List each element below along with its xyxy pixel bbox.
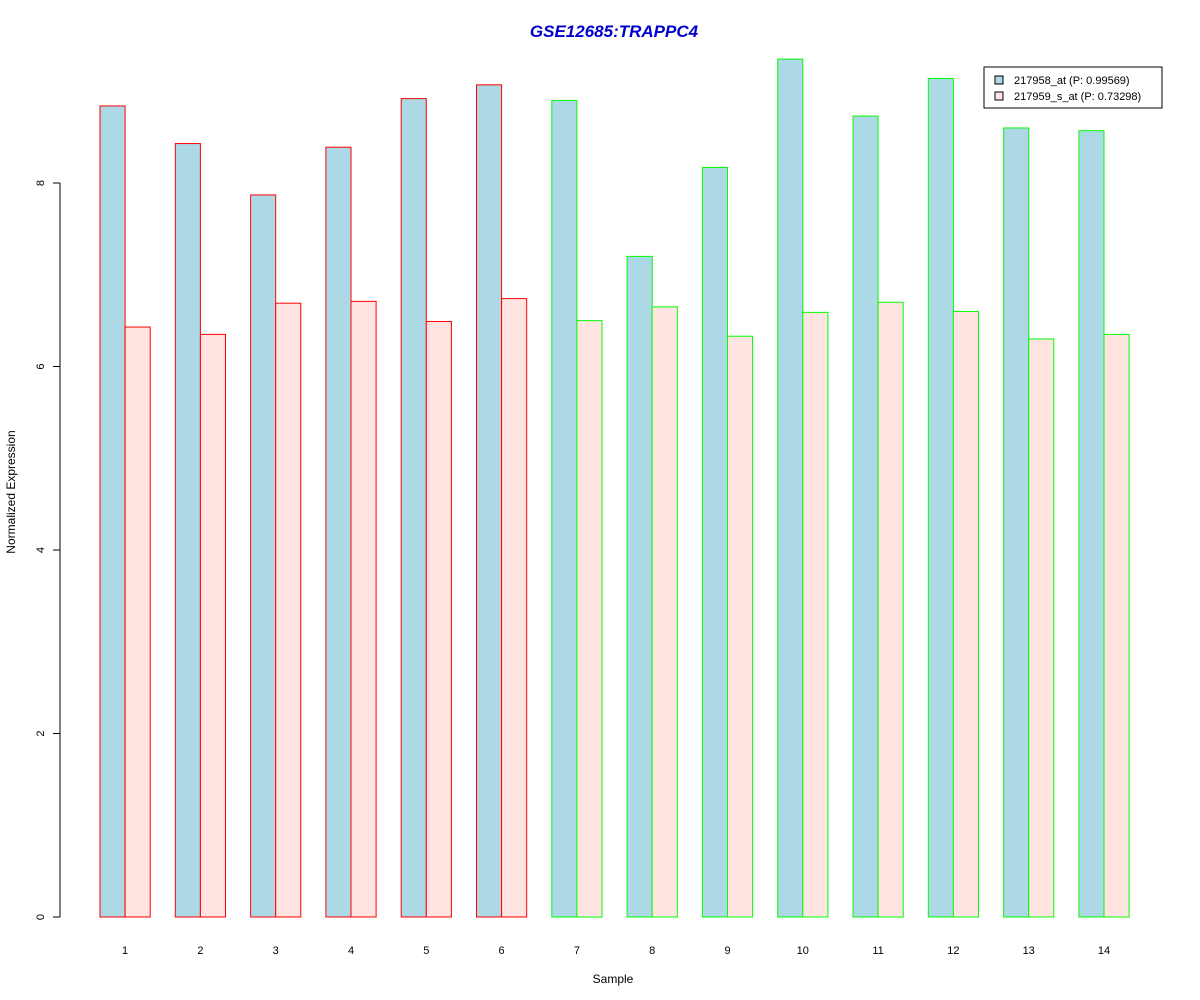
x-axis-label: Sample [593, 972, 634, 986]
y-axis: 0 2 4 6 8 [35, 180, 61, 920]
x-tick-label-6: 6 [499, 945, 505, 957]
y-axis-label: Normalized Expression [4, 430, 18, 553]
bar-sample-3-series-1 [250, 194, 277, 918]
x-tick-label-12: 12 [947, 945, 959, 957]
x-tick-label-9: 9 [724, 945, 730, 957]
bar-sample-8-series-2 [651, 306, 678, 918]
bars-group [99, 58, 1130, 918]
bar-sample-2-series-2 [199, 333, 226, 918]
x-tick-label-2: 2 [197, 945, 203, 957]
bar-sample-7-series-2 [576, 320, 603, 918]
legend-label-1: 217958_at (P: 0.99569) [1014, 75, 1130, 87]
y-tick-label-8: 8 [35, 180, 47, 186]
bar-sample-9-series-1 [701, 166, 729, 918]
bar-sample-10-series-1 [777, 58, 804, 918]
legend-label-2: 217959_s_at (P: 0.73298) [1014, 91, 1141, 103]
y-tick-label-4: 4 [35, 547, 47, 553]
x-tick-label-13: 13 [1023, 945, 1035, 957]
x-tick-labels: 1 2 3 4 5 6 7 8 9 10 11 12 13 14 [122, 945, 1110, 957]
bar-sample-14-series-1 [1078, 130, 1105, 918]
bar-sample-4-series-1 [325, 146, 352, 918]
legend-box [983, 66, 1163, 109]
bar-sample-4-series-2 [350, 300, 377, 918]
bar-sample-11-series-1 [852, 115, 879, 918]
x-tick-label-11: 11 [872, 945, 883, 957]
bar-sample-8-series-1 [626, 255, 653, 918]
legend-swatch-2 [994, 91, 1004, 101]
y-tick-label-2: 2 [35, 730, 47, 736]
x-tick-label-10: 10 [797, 945, 809, 957]
bar-sample-10-series-2 [802, 311, 829, 918]
bar-sample-12-series-1 [927, 77, 954, 918]
bar-sample-12-series-2 [952, 310, 980, 918]
bar-sample-7-series-1 [551, 99, 578, 918]
legend-swatch-1 [994, 75, 1004, 85]
legend: 217958_at (P: 0.99569) 217959_s_at (P: 0.… [983, 66, 1163, 109]
x-tick-label-3: 3 [273, 945, 279, 957]
bar-sample-9-series-2 [727, 335, 754, 918]
bar-sample-1-series-2 [124, 326, 151, 918]
y-tick-label-6: 6 [35, 363, 47, 369]
chart-title: GSE12685:TRAPPC4 [530, 22, 699, 41]
bar-sample-13-series-1 [1003, 127, 1030, 918]
bar-sample-11-series-2 [877, 301, 904, 918]
bar-sample-13-series-2 [1028, 338, 1055, 918]
bar-sample-14-series-2 [1103, 333, 1130, 918]
x-tick-label-4: 4 [348, 945, 354, 957]
x-tick-label-5: 5 [423, 945, 429, 957]
x-tick-label-8: 8 [649, 945, 655, 957]
x-tick-label-7: 7 [574, 945, 580, 957]
bar-sample-5-series-2 [425, 321, 452, 918]
bar-sample-5-series-1 [400, 98, 427, 918]
bar-sample-6-series-1 [476, 84, 503, 918]
bar-sample-1-series-1 [99, 105, 126, 918]
x-tick-label-14: 14 [1098, 945, 1110, 957]
bar-sample-6-series-2 [501, 298, 528, 918]
x-tick-label-1: 1 [122, 945, 128, 957]
bar-sample-3-series-2 [275, 302, 302, 918]
bar-sample-2-series-1 [174, 143, 201, 918]
y-tick-label-0: 0 [35, 914, 47, 920]
